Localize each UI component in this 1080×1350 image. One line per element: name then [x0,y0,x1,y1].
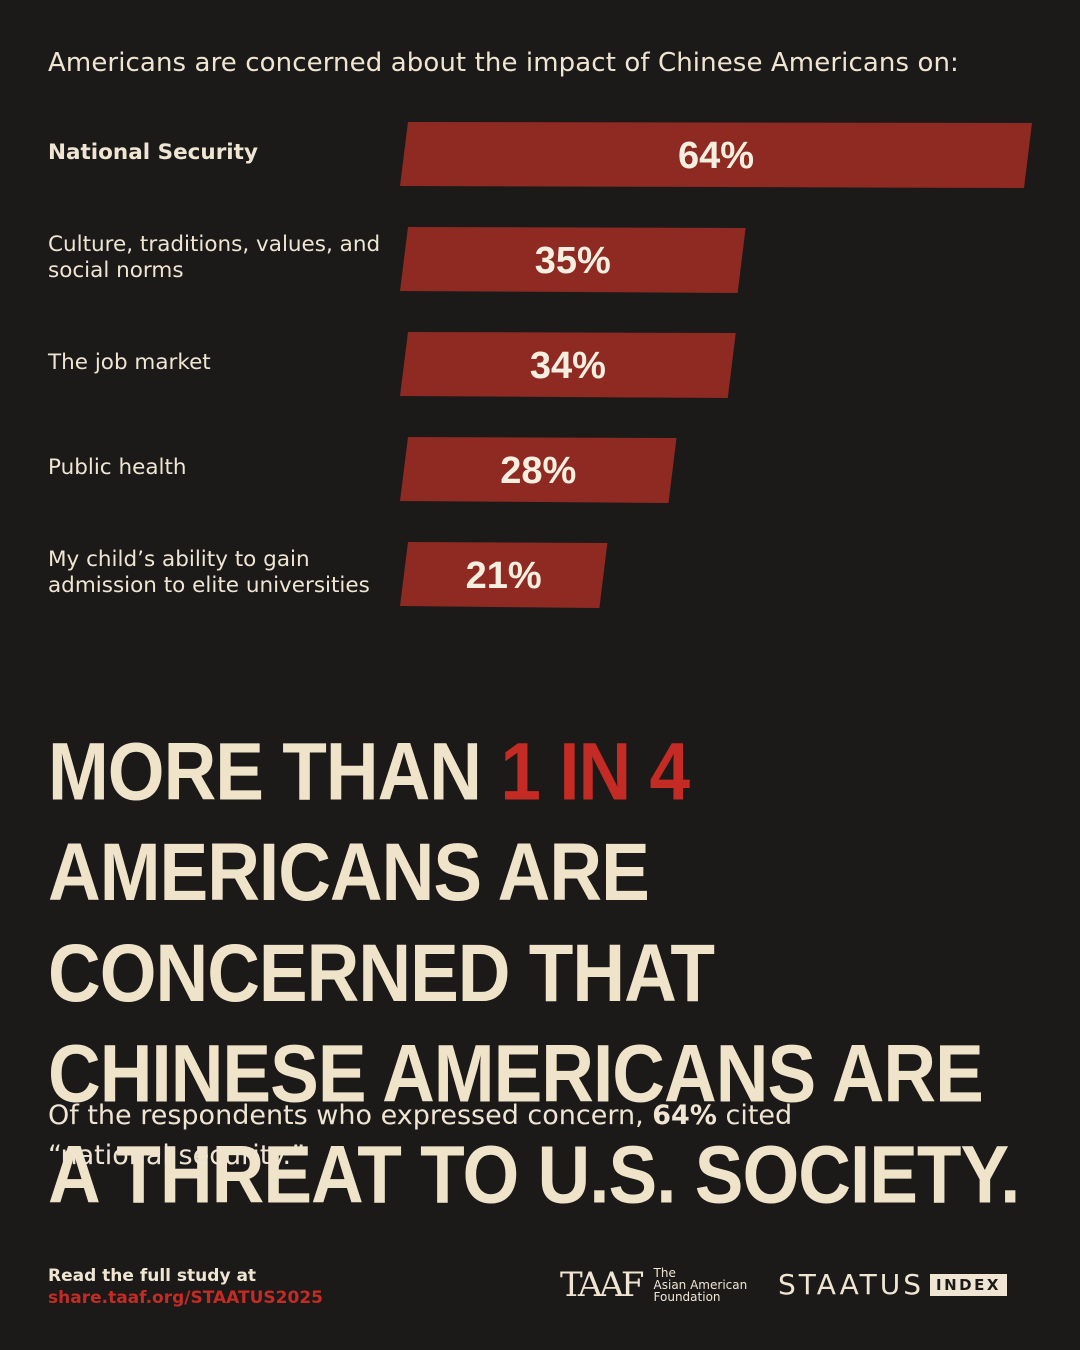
index-badge: INDEX [930,1274,1007,1296]
staatus-wordmark: STAATUS [778,1268,924,1301]
bar-value-label-1: 35% [535,240,611,282]
taaf-line3: Foundation [653,1290,721,1304]
headline-highlight: 1 IN 4 [500,726,690,818]
bar-value-label-0: 64% [678,135,754,177]
category-label-0: National Security [48,140,258,165]
category-label-1: Culture, traditions, values, and social … [48,232,381,283]
study-link[interactable]: share.taaf.org/STAATUS2025 [48,1288,323,1308]
headline-part2: AMERICANS ARE CONCERNED THAT CHINESE AME… [48,827,1020,1221]
taaf-logo-wordmark: The Asian American Foundation [654,1267,748,1303]
taaf-line1: The [653,1266,676,1280]
bar-value-label-4: 21% [466,555,542,597]
bar-1 [400,227,746,293]
headline: MORE THAN 1 IN 4 AMERICANS ARE CONCERNED… [48,722,1048,1226]
chart-subtitle: Americans are concerned about the impact… [48,48,959,78]
taaf-logo: TAAF The Asian American Foundation [560,1265,748,1305]
category-label-3: Public health [48,455,187,480]
bar-2 [400,332,736,398]
note-after: cited “national security.” [48,1100,793,1171]
taaf-line2: Asian American [653,1278,748,1292]
category-label-4: My child’s ability to gain admission to … [48,547,370,598]
footer-cta-text: Read the full study at [48,1266,257,1286]
taaf-logo-mark: TAAF [560,1265,645,1305]
bar-value-label-3: 28% [500,450,576,492]
footer-cta: Read the full study at share.taaf.org/ST… [48,1265,323,1309]
footnote: Of the respondents who expressed concern… [48,1096,868,1176]
note-bold: 64% [652,1100,717,1131]
staatus-index-logo: STAATUS INDEX [778,1270,1007,1300]
category-label-2: The job market [48,350,211,375]
bar-chart: 64% 35% 34% 28% 21% [400,122,1032,608]
bar-value-label-2: 34% [530,345,606,387]
note-before: Of the respondents who expressed concern… [48,1100,653,1131]
bar-4 [400,542,608,608]
bar-0 [400,122,1032,188]
headline-part1: MORE THAN [48,726,501,818]
bar-3 [400,437,677,503]
